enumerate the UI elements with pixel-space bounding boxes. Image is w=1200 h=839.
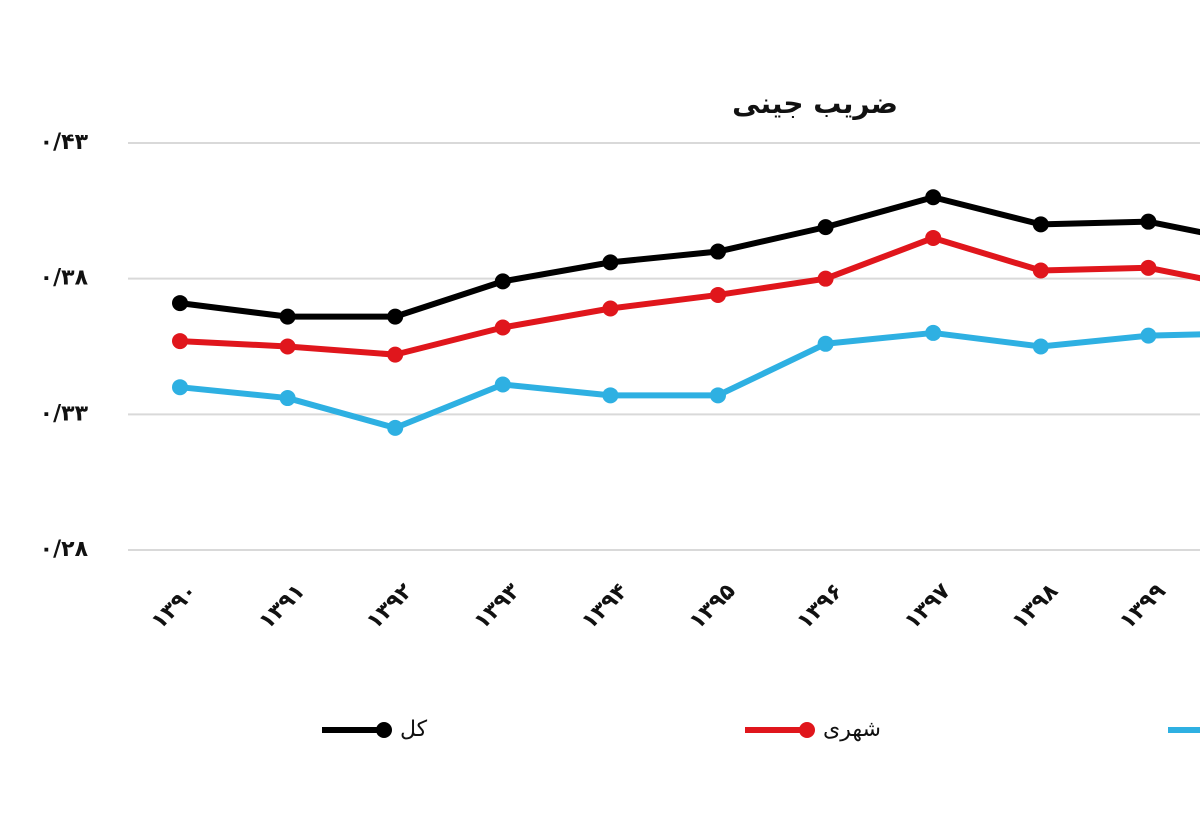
y-tick-label: ۰/۳۸	[40, 266, 89, 291]
data-point	[494, 319, 511, 336]
data-point	[925, 189, 942, 206]
data-point	[817, 335, 834, 352]
x-tick-label: ۱۳۹۵	[685, 579, 741, 635]
x-tick-label: ۱۳۹۲	[362, 578, 418, 634]
chart-title: ضریب جینی	[732, 87, 898, 120]
data-point	[1032, 216, 1049, 233]
data-point	[710, 387, 726, 404]
x-tick-label: ۱۳۹۴	[577, 579, 633, 635]
data-point	[172, 379, 188, 396]
x-tick-label: ۱۳۹۱	[254, 579, 310, 635]
data-point	[1032, 338, 1049, 355]
data-point	[710, 286, 726, 303]
data-point	[387, 419, 404, 436]
data-point	[925, 324, 942, 341]
data-point	[387, 308, 404, 325]
y-tick-label: ۰/۳۳	[40, 401, 89, 426]
data-point	[602, 300, 619, 317]
x-tick-label: ۱۳۹۷	[900, 578, 956, 634]
data-point	[279, 390, 296, 407]
x-tick-label: ۱۳۹۹	[1115, 579, 1171, 635]
data-point	[817, 270, 834, 287]
x-tick-label: ۱۳۹۶	[792, 579, 848, 635]
x-tick-label: ۱۳۹۳	[470, 578, 526, 634]
legend-marker	[799, 722, 815, 738]
y-tick-label: ۰/۲۸	[40, 537, 89, 562]
x-tick-label: ۱۳۹۸	[1008, 578, 1064, 634]
x-tick-label: ۱۳۹۰	[147, 579, 203, 635]
data-point	[602, 387, 619, 404]
data-point	[1140, 327, 1157, 344]
data-point	[387, 346, 404, 363]
data-point	[602, 254, 619, 271]
data-point	[1140, 259, 1157, 276]
data-point	[279, 338, 296, 355]
y-tick-label: ۰/۴۳	[40, 130, 89, 155]
data-point	[817, 219, 834, 236]
data-point	[710, 243, 726, 260]
data-point	[494, 273, 511, 290]
legend-marker	[376, 722, 392, 738]
data-point	[279, 308, 296, 325]
legend-label: کل	[400, 717, 428, 742]
data-point	[1140, 213, 1157, 230]
data-point	[172, 295, 188, 312]
legend-label: شهری	[823, 717, 881, 742]
data-point	[494, 376, 511, 393]
data-point	[925, 229, 942, 246]
data-point	[1032, 262, 1049, 279]
data-point	[172, 333, 188, 350]
